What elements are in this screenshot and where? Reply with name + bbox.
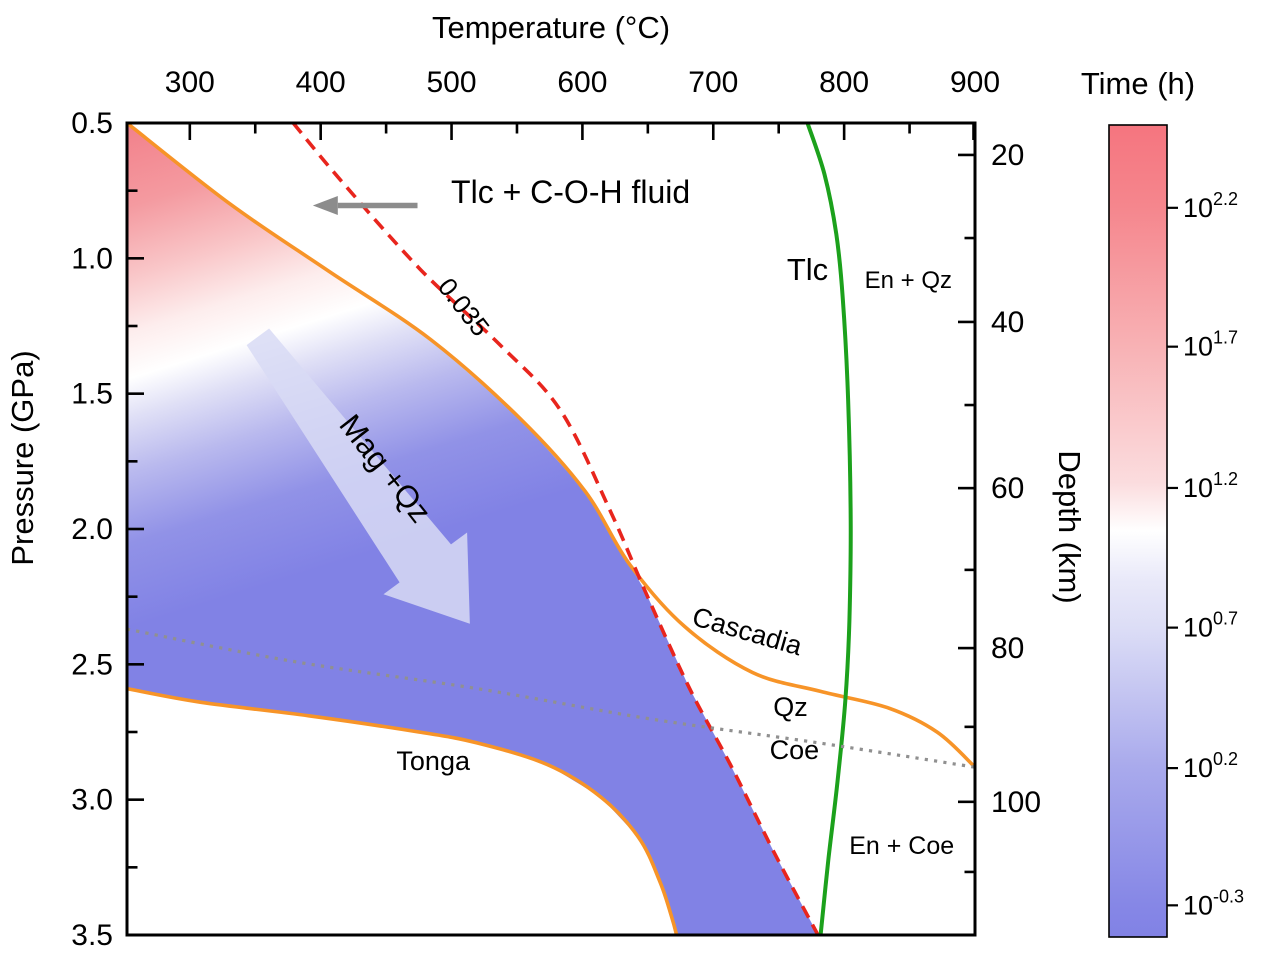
x-tick-label: 300	[165, 66, 215, 99]
y2-axis-title: Depth (km)	[1052, 450, 1087, 603]
fluid-release-arrow-icon	[312, 196, 418, 216]
y-axis-title: Pressure (GPa)	[5, 350, 40, 565]
annotation-coe: Coe	[770, 735, 820, 765]
annotation-tonga: Tonga	[396, 746, 471, 776]
plot-frame	[125, 121, 977, 937]
colorbar-tick-label: 102.2	[1183, 189, 1238, 223]
x-tick-label: 900	[950, 66, 1000, 99]
y-tick-label: 1.5	[71, 378, 113, 411]
time-contour-field	[127, 123, 818, 935]
y2-tick-label: 40	[991, 306, 1024, 339]
y2-tick-label: 100	[991, 786, 1041, 819]
y-tick-label: 1.0	[71, 242, 113, 275]
annotation-tlc: Tlc	[787, 252, 828, 287]
x-tick-label: 400	[296, 66, 346, 99]
annotation-qz: Qz	[773, 692, 808, 722]
colorbar-tick-label: 101.7	[1183, 328, 1238, 362]
curve-tonga-geotherm	[126, 686, 679, 936]
colorbar-tick-label: 10-0.3	[1183, 886, 1244, 920]
curve-tlc-en-qz-boundary	[805, 122, 853, 936]
annotation-cascadia: Cascadia	[689, 601, 806, 661]
axis-ticks	[128, 121, 975, 937]
x-axis-title: Temperature (°C)	[432, 10, 670, 45]
x-tick-label: 800	[819, 66, 869, 99]
x-tick-label: 500	[426, 66, 476, 99]
y-tick-label: 2.5	[71, 648, 113, 681]
y-tick-label: 2.0	[71, 513, 113, 546]
y-tick-label: 0.5	[71, 107, 113, 140]
y2-tick-label: 20	[991, 139, 1024, 172]
annotation-en-qz: En + Qz	[865, 267, 952, 294]
colorbar	[1108, 124, 1168, 938]
colorbar-tick-label: 100.2	[1183, 749, 1238, 783]
y-tick-label: 3.0	[71, 784, 113, 817]
mag-qz-trend-arrow-icon	[246, 328, 470, 624]
colorbar-tick-label: 100.7	[1183, 609, 1238, 643]
annotation-en-coe: En + Coe	[849, 832, 954, 860]
x-tick-label: 700	[688, 66, 738, 99]
y-tick-label: 3.5	[71, 919, 113, 952]
curve-mag-qz-breakdown-xco2-0.035	[291, 121, 820, 936]
curve-cascadia-geotherm	[125, 121, 977, 769]
colorbar-tick-label: 101.2	[1183, 469, 1238, 503]
y2-tick-label: 80	[991, 632, 1024, 665]
y2-tick-label: 60	[991, 472, 1024, 505]
colorbar-title: Time (h)	[1081, 66, 1195, 101]
annotation-tlc-coh-fluid: Tlc + C-O-H fluid	[451, 174, 690, 210]
x-tick-label: 600	[557, 66, 607, 99]
